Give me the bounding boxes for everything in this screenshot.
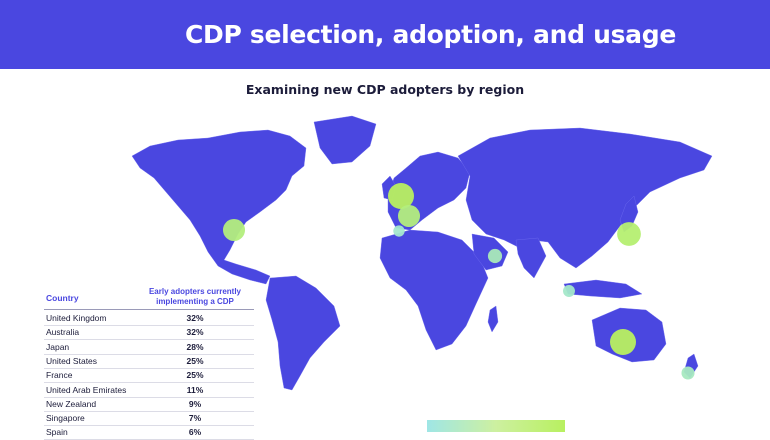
page-title: CDP selection, adoption, and usage [185,20,676,49]
north-america-landmass [131,129,307,285]
value-cell: 28% [186,341,204,352]
country-cell: Spain [46,427,68,438]
indonesia-landmass [563,279,643,299]
value-cell: 6% [188,427,202,438]
value-cell: 9% [188,398,202,409]
table-row: Japan 28% [44,340,254,355]
country-cell: United States [46,355,98,366]
world-map [131,115,713,391]
madagascar-landmass [487,305,499,333]
table-row: United Kingdom 32% [44,311,254,326]
bubble-spain [393,225,405,237]
bubble-united-kingdom [388,183,414,209]
country-column-header: Country [46,293,79,303]
value-column-header: Early adopters currently implementing a … [148,287,242,306]
table-row: Spain 6% [44,425,254,440]
value-cell: 32% [186,313,204,323]
bubble-united-states [222,218,246,242]
bubble-new-zealand [681,366,695,380]
bubble-united-arab-emirates [487,248,503,264]
africa-landmass [379,229,489,351]
country-cell: France [46,370,73,381]
country-cell: Japan [46,341,70,352]
color-scale-legend [427,420,565,432]
country-cell: Australia [46,327,80,338]
bubble-australia [610,329,636,355]
greenland-landmass [313,115,377,165]
value-cell: 25% [186,370,204,381]
south-america-landmass [265,275,341,391]
chart-title: Examining new CDP adopters by region [245,82,525,97]
header-banner: CDP selection, adoption, and usage [0,0,770,69]
header-divider [44,309,254,310]
table-row: France 25% [44,368,254,384]
bubble-japan [617,222,641,246]
country-cell: New Zealand [46,398,97,409]
table-row: New Zealand 9% [44,397,254,412]
value-cell: 7% [188,413,202,424]
table-row: United States 25% [44,354,254,369]
asia-landmass [457,127,713,269]
country-cell: United Kingdom [46,313,107,323]
value-cell: 25% [186,355,204,366]
value-cell: 11% [186,384,204,395]
country-cell: Singapore [46,413,85,424]
india-landmass [515,237,547,279]
country-cell: United Arab Emirates [46,384,127,395]
bubble-singapore [563,285,575,297]
table-row: Australia 32% [44,325,254,341]
table-row: Singapore 7% [44,411,254,427]
bubble-france [397,204,421,228]
table-row: United Arab Emirates 11% [44,383,254,398]
value-cell: 32% [186,327,204,338]
